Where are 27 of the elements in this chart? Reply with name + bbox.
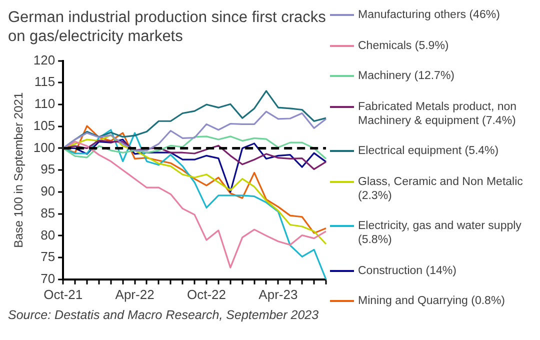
chart-title: German industrial production since first cracks on gas/electricity markets — [8, 8, 326, 46]
x-tick-label: Apr-22 — [115, 286, 154, 302]
y-tick-label: 70 — [40, 270, 56, 286]
legend-label: Electricity, gas and water supply (5.8%) — [358, 219, 522, 247]
legend-label: Fabricated Metals product, non Machinery & equipment (7.4%) — [358, 100, 518, 128]
x-tick-label: Apr-23 — [258, 286, 298, 302]
legend-label: Electrical equipment (5.4%) — [358, 144, 499, 158]
x-tick-label: Oct-22 — [186, 286, 226, 302]
legend-label: Manufacturing others (46%) — [358, 8, 500, 22]
y-axis-title: Base 100 in September 2021 — [12, 92, 26, 248]
y-tick-label: 110 — [34, 96, 56, 112]
legend-label: Machinery (12.7%) — [358, 69, 455, 83]
y-tick-label: 120 — [33, 52, 56, 68]
y-tick-label: 100 — [33, 140, 56, 155]
y-tick-label: 90 — [40, 184, 56, 199]
y-tick-label: 80 — [40, 227, 56, 242]
legend-label: Construction (14%) — [358, 264, 456, 278]
y-tick-label: 85 — [40, 205, 56, 220]
y-tick-label: 115 — [34, 74, 56, 90]
y-tick-label: 75 — [40, 249, 56, 264]
legend-label: Chemicals (5.9%) — [358, 38, 449, 52]
y-tick-label: 105 — [33, 118, 56, 133]
legend-label: Glass, Ceramic and Non Metalic (2.3%) — [358, 174, 524, 202]
y-tick-label: 95 — [40, 162, 56, 177]
source-note: Source: Destatis and Macro Research, September 2023 — [8, 308, 319, 322]
legend-label: Mining and Quarrying (0.8%) — [358, 294, 506, 308]
x-tick-label: Oct-21 — [44, 286, 83, 302]
